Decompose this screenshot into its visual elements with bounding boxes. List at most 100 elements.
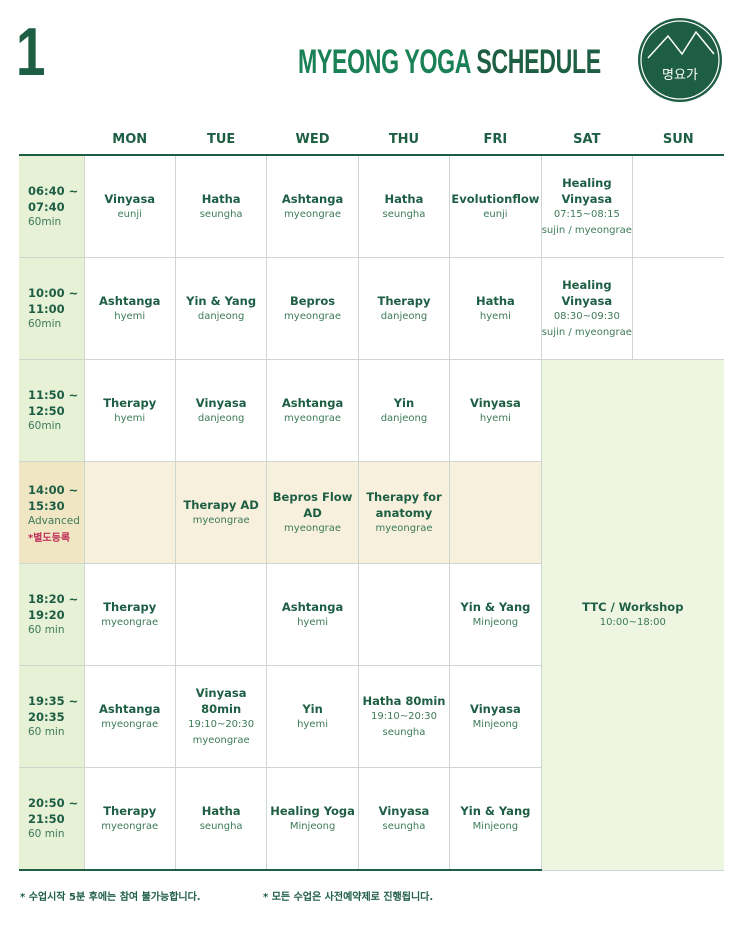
class-cell: Ashtanga hyemi <box>83 257 176 360</box>
class-cell: Therapy hyemi <box>83 359 176 462</box>
class-cell: Therapy AD myeongrae <box>174 461 268 564</box>
day-header: SAT <box>541 125 633 156</box>
class-cell: Hatha seungha <box>174 767 268 871</box>
time-end: 07:40 <box>28 200 65 214</box>
day-header: SUN <box>632 125 724 156</box>
teacher-name: hyemi <box>297 718 329 730</box>
class-name: Vinyasa <box>470 701 521 716</box>
teacher-name: hyemi <box>479 412 511 424</box>
class-name: Vinyasa <box>378 803 430 818</box>
class-name: Ashtanga <box>281 395 344 410</box>
class-cell: Vinyasa 80min 19:10~20:30 myeongrae <box>174 665 268 768</box>
class-cell: Ashtanga myeongrae <box>266 154 359 258</box>
class-name: Yin & Yang <box>460 803 531 818</box>
class-cell: Ashtanga myeongrae <box>83 665 176 768</box>
teacher-name: danjeong <box>380 412 428 424</box>
teacher-name: danjeong <box>380 310 428 322</box>
duration-label: 60min <box>28 318 62 330</box>
teacher-name: danjeong <box>197 412 245 424</box>
time-end: 21:50 <box>28 812 65 826</box>
class-name: Hatha <box>475 293 515 308</box>
class-name: Hatha <box>201 191 241 206</box>
class-cell: Hatha 80min 19:10~20:30 seungha <box>357 665 451 768</box>
time-cell: 19:35 ~ 20:35 60 min <box>19 665 85 768</box>
teacher-name: danjeong <box>197 310 245 322</box>
teacher-name: Minjeong <box>472 718 519 730</box>
time-start: 14:00 ~ <box>28 482 79 497</box>
teacher-name: hyemi <box>297 616 329 628</box>
teacher-name: eunji <box>483 208 508 220</box>
day-header: TUE <box>175 125 267 156</box>
schedule-row: 20:50 ~ 21:50 60 min Therapy myeongrae Hatha s… <box>19 767 724 871</box>
schedule-row: 10:00 ~ 11:00 60min Ashtanga hyemi Yin & Yang… <box>19 257 724 360</box>
time-start: 06:40 ~ <box>28 184 79 198</box>
time-cell: 18:20 ~ 19:20 60 min <box>19 563 85 666</box>
class-cell: Hatha hyemi <box>449 257 542 360</box>
teacher-name: Minjeong <box>289 820 336 832</box>
class-name: Yin <box>393 395 415 410</box>
teacher-name: myeongrae <box>192 514 250 526</box>
schedule-row: 06:40 ~ 07:40 60min Vinyasa eunji Hatha seungh… <box>19 154 724 258</box>
class-cell: Healing Vinyasa 07:15~08:15 sujin / myeong… <box>540 154 634 258</box>
class-cell <box>83 461 176 564</box>
class-name: Hatha <box>201 803 241 818</box>
class-cell: Bepros Flow AD myeongrae <box>266 461 359 564</box>
class-cell: Yin hyemi <box>266 665 359 768</box>
teacher-name: myeongrae <box>284 522 342 534</box>
class-cell: Therapy myeongrae <box>83 563 176 666</box>
class-cell: Bepros myeongrae <box>266 257 359 360</box>
duration-label: 60 min <box>28 828 65 840</box>
class-name: Yin & Yang <box>186 293 257 308</box>
class-cell: Vinyasa danjeong <box>174 359 268 462</box>
class-cell <box>632 154 724 258</box>
duration-label: 60 min <box>28 726 65 738</box>
time-cell: 14:00 ~15:30 Advanced *별도등록 <box>19 461 85 564</box>
class-cell: Yin & Yang danjeong <box>174 257 268 360</box>
teacher-name: Minjeong <box>472 616 519 628</box>
teacher-name: seungha <box>199 208 243 220</box>
class-name: Yin <box>302 701 323 716</box>
schedule-row: 14:00 ~15:30 Advanced *별도등록 Therapy AD myeon… <box>19 461 724 564</box>
class-cell: Therapy danjeong <box>357 257 451 360</box>
day-header: THU <box>358 125 450 156</box>
teacher-name: myeongrae <box>101 616 159 628</box>
ttc-name: TTC / Workshop <box>582 599 684 614</box>
class-name: Healing Vinyasa <box>561 175 613 206</box>
time-end: 12:50 <box>28 404 65 418</box>
teacher-name: hyemi <box>479 310 511 322</box>
class-cell: Evolutionflow eunji <box>449 154 542 258</box>
teacher-name: Minjeong <box>472 820 519 832</box>
class-cell: Healing Yoga Minjeong <box>266 767 359 871</box>
teacher-name: myeongrae <box>101 718 159 730</box>
class-name: Therapy <box>103 599 157 614</box>
title-schedule: SCHEDULE <box>476 43 601 81</box>
time-end: 11:00 <box>28 302 65 316</box>
class-cell: Hatha seungha <box>357 154 451 258</box>
class-name: Vinyasa <box>195 395 247 410</box>
ttc-time: 10:00~18:00 <box>599 616 666 628</box>
class-name: Bepros Flow AD <box>272 489 353 520</box>
schedule-row: 11:50 ~ 12:50 60min Therapy hyemi Vinyasa danj… <box>19 359 724 871</box>
day-header-row: MON TUE WED THU FRI SAT SUN <box>19 125 724 156</box>
teacher-name: sujin / myeongrae <box>541 224 632 236</box>
time-cell: 10:00 ~ 11:00 60min <box>19 257 85 360</box>
class-name: Ashtanga <box>99 701 161 716</box>
teacher-name: myeongrae <box>284 208 342 220</box>
class-cell <box>357 563 451 666</box>
class-name: Hatha <box>384 191 424 206</box>
time-end: 19:20 <box>28 608 65 622</box>
time-start: 18:20 ~ <box>28 592 79 606</box>
class-cell <box>632 257 724 360</box>
teacher-name: seungha <box>199 820 243 832</box>
class-cell: Vinyasa Minjeong <box>449 665 542 768</box>
duration-label: 60min <box>28 216 62 228</box>
class-name: Therapy AD <box>183 497 259 512</box>
footnote: * 모든 수업은 사전예약제로 진행됩니다. <box>263 892 434 903</box>
class-cell: Therapy for anatomy myeongrae <box>357 461 451 564</box>
class-cell: Therapy myeongrae <box>83 767 176 871</box>
teacher-name: seungha <box>382 208 426 220</box>
class-name: Healing Vinyasa <box>561 277 613 308</box>
class-time: 19:10~20:30 <box>188 718 255 730</box>
class-cell: Ashtanga hyemi <box>266 563 359 666</box>
